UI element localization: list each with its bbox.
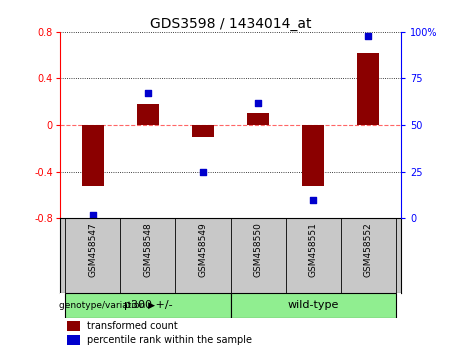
Bar: [302, 125, 324, 186]
Text: GSM458550: GSM458550: [254, 222, 262, 277]
Title: GDS3598 / 1434014_at: GDS3598 / 1434014_at: [150, 17, 311, 31]
Text: wild-type: wild-type: [287, 301, 339, 310]
Point: [364, 33, 372, 39]
Text: genotype/variation ▶: genotype/variation ▶: [59, 301, 155, 310]
Bar: [357, 53, 379, 125]
Point: [309, 197, 317, 202]
Text: GSM458547: GSM458547: [89, 222, 97, 277]
Text: GSM458548: GSM458548: [143, 222, 153, 277]
Text: GSM458551: GSM458551: [308, 222, 318, 277]
Point: [254, 100, 262, 105]
Text: p300 +/-: p300 +/-: [124, 301, 172, 310]
Text: GSM458549: GSM458549: [199, 222, 207, 277]
Text: percentile rank within the sample: percentile rank within the sample: [87, 335, 252, 345]
Point: [199, 169, 207, 175]
Point: [144, 91, 152, 96]
Text: transformed count: transformed count: [87, 321, 178, 331]
Bar: [192, 125, 214, 137]
Bar: [82, 125, 104, 186]
Bar: [247, 114, 269, 125]
Bar: [230, 293, 396, 318]
Bar: [137, 104, 159, 125]
Bar: [67, 335, 80, 346]
Bar: [67, 321, 80, 331]
Text: GSM458552: GSM458552: [364, 222, 372, 277]
Point: [89, 212, 97, 217]
Bar: [65, 293, 230, 318]
